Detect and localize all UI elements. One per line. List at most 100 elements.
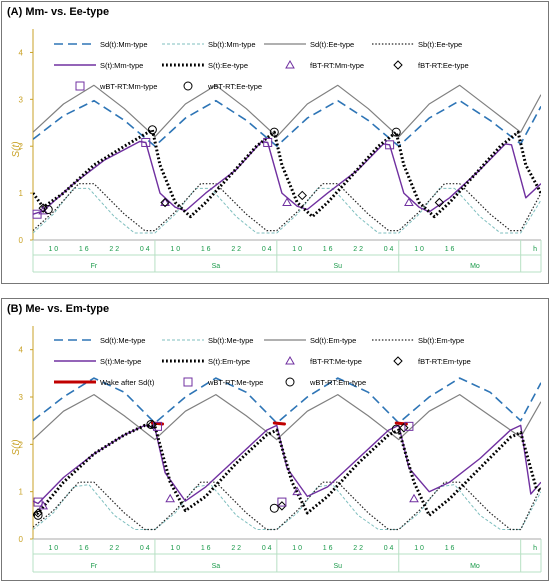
legend-label: wBT-RT:Em-type <box>309 378 366 387</box>
hour-tick-label: 2 2 <box>109 545 119 552</box>
hour-tick-label: 2 2 <box>353 246 363 253</box>
data-point <box>434 197 445 208</box>
legend-marker <box>393 356 403 366</box>
legend-marker <box>183 81 193 91</box>
hour-tick-label: 2 2 <box>353 545 363 552</box>
data-point <box>160 197 170 206</box>
legend-label: Sb(t):Me-type <box>208 336 253 345</box>
series-line <box>33 377 541 424</box>
data-point <box>165 493 176 503</box>
hour-tick-label: 1 0 <box>414 246 424 253</box>
data-point <box>147 125 157 135</box>
data-point <box>43 205 53 215</box>
y-tick-label: 1 <box>19 488 24 497</box>
series-line <box>33 424 541 505</box>
day-label: Su <box>334 263 343 270</box>
data-point <box>292 486 303 496</box>
legend-item: S(t):Me-type <box>54 357 141 366</box>
hour-tick-label: 2 2 <box>231 545 241 552</box>
y-tick-label: 1 <box>19 189 24 198</box>
y-tick-label: 3 <box>19 393 24 402</box>
legend-item: wBT-RT:Em-type <box>285 377 366 387</box>
panel-frame <box>1 298 549 581</box>
legend-label: Sb(t):Em-type <box>418 336 464 345</box>
legend-item: Sd(t):Mm-type <box>54 40 148 49</box>
data-point <box>33 510 43 520</box>
legend-label: fBT-RT:Em-type <box>418 357 471 366</box>
data-point <box>32 209 42 219</box>
panel-title: (A) Mm- vs. Ee-type <box>7 6 109 18</box>
day-label: Fr <box>91 263 98 270</box>
legend-item: Sb(t):Mm-type <box>162 40 256 49</box>
data-point <box>391 127 401 137</box>
hour-tick-label: 1 0 <box>170 545 180 552</box>
y-tick-label: 4 <box>19 48 24 57</box>
data-point <box>404 197 414 206</box>
hour-tick-label: 1 0 <box>292 246 302 253</box>
legend-item: Sd(t):Me-type <box>54 336 145 345</box>
legend-item: Wake after Sd(t) <box>54 378 155 387</box>
hour-tick-label: 0 4 <box>140 545 150 552</box>
legend-label: S(t):Em-type <box>208 357 250 366</box>
data-point <box>33 508 43 518</box>
hour-tick-label: 1 0 <box>48 545 58 552</box>
legend-marker <box>183 377 193 387</box>
legend-label: Wake after Sd(t) <box>100 378 155 387</box>
data-point <box>269 503 279 513</box>
hour-tick-label: 1 6 <box>323 246 333 253</box>
legend-marker <box>75 81 85 91</box>
legend-label: fBT-RT:Ee-type <box>418 61 469 70</box>
legend-label: Sd(t):Me-type <box>100 336 145 345</box>
data-point <box>160 197 170 208</box>
day-label: Fr <box>91 563 98 570</box>
data-point <box>297 190 307 201</box>
series-line <box>33 394 541 441</box>
y-tick-label: 3 <box>19 95 24 104</box>
legend-item: S(t):Mm-type <box>54 61 143 70</box>
hour-tick-label: 0 4 <box>384 545 394 552</box>
legend-item: wBT-RT:Ee-type <box>183 81 262 91</box>
day-label: Su <box>334 563 343 570</box>
series-line <box>33 128 541 219</box>
y-axis-label: S(t) <box>11 439 22 455</box>
data-point <box>277 497 287 507</box>
series-line <box>33 183 541 232</box>
legend-label: wBT-RT:Ee-type <box>207 82 262 91</box>
hour-tick-label: 1 6 <box>201 545 211 552</box>
y-axis-label: S(t) <box>11 141 22 157</box>
hour-tick-label: 0 4 <box>262 545 272 552</box>
legend-item: wBT-RT:Mm-type <box>75 81 157 91</box>
x-unit-label: h <box>533 545 537 552</box>
legend-marker <box>393 60 403 70</box>
series-line <box>33 99 541 147</box>
legend-item: wBT-RT:Me-type <box>183 377 263 387</box>
hour-tick-label: 1 6 <box>445 545 455 552</box>
data-point <box>269 127 279 137</box>
hour-tick-label: 0 4 <box>384 246 394 253</box>
data-point <box>399 423 409 433</box>
hour-tick-label: 1 0 <box>170 246 180 253</box>
hour-tick-label: 2 2 <box>109 246 119 253</box>
series-group <box>33 84 541 234</box>
hour-tick-label: 1 6 <box>445 246 455 253</box>
wake-segment <box>150 421 165 426</box>
series-line <box>33 481 541 531</box>
series-line <box>33 84 541 138</box>
legend-label: S(t):Ee-type <box>208 61 248 70</box>
legend-marker <box>285 355 295 365</box>
hour-tick-label: 0 4 <box>140 246 150 253</box>
day-label: Sa <box>212 563 221 570</box>
data-point <box>146 419 156 429</box>
hour-tick-label: 2 2 <box>231 246 241 253</box>
legend-label: Sd(t):Ee-type <box>310 40 354 49</box>
data-point <box>263 137 273 147</box>
legend-label: wBT-RT:Me-type <box>207 378 263 387</box>
data-point <box>282 197 292 206</box>
hour-tick-label: 1 0 <box>414 545 424 552</box>
data-point <box>33 497 43 507</box>
y-tick-label: 0 <box>19 236 24 245</box>
hour-tick-label: 1 6 <box>79 545 89 552</box>
y-tick-label: 4 <box>19 346 24 355</box>
data-point <box>152 421 162 431</box>
